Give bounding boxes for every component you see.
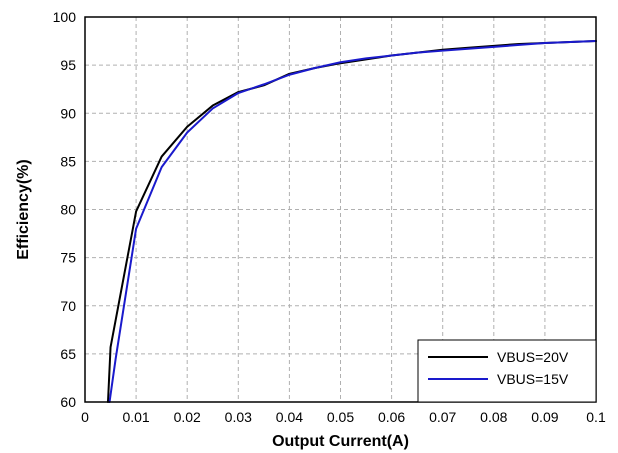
y-tick-labels: 60 65 70 75 80 85 90 95 100 [53, 9, 77, 410]
plot-frame [84, 16, 597, 403]
legend-box [417, 339, 597, 403]
y-tick-label: 70 [60, 298, 76, 314]
series-lines [106, 40, 597, 403]
y-axis-title: Efficiency(%) [15, 159, 32, 259]
y-tick-label: 85 [60, 153, 76, 169]
x-tick-label: 0.08 [480, 409, 507, 425]
x-tick-label: 0.03 [225, 409, 252, 425]
legend-label-vbus-15v: VBUS=15V [497, 371, 569, 387]
y-tick-label: 60 [60, 394, 76, 410]
y-tick-label: 65 [60, 346, 76, 362]
x-tick-label: 0.07 [429, 409, 456, 425]
legend-label-vbus-20v: VBUS=20V [497, 349, 569, 365]
y-tick-label: 75 [60, 250, 76, 266]
x-tick-label: 0.05 [327, 409, 354, 425]
grid-lines [85, 17, 596, 402]
y-tick-label: 95 [60, 57, 76, 73]
x-tick-label: 0.09 [531, 409, 558, 425]
legend: VBUS=20V VBUS=15V [417, 339, 597, 403]
x-tick-label: 0.01 [122, 409, 149, 425]
x-tick-label: 0.06 [378, 409, 405, 425]
y-tick-label: 80 [60, 202, 76, 218]
x-tick-label: 0 [81, 409, 89, 425]
x-tick-label: 0.1 [586, 409, 606, 425]
x-tick-label: 0.04 [276, 409, 303, 425]
y-tick-label: 90 [60, 105, 76, 121]
x-tick-labels: 0 0.01 0.02 0.03 0.04 0.05 0.06 0.07 0.08 0.09 0.1 [81, 409, 606, 425]
y-tick-label: 100 [53, 9, 77, 25]
x-axis-title: Output Current(A) [272, 433, 409, 450]
series-line-vbus-15v [108, 40, 597, 403]
x-tick-label: 0.02 [174, 409, 201, 425]
